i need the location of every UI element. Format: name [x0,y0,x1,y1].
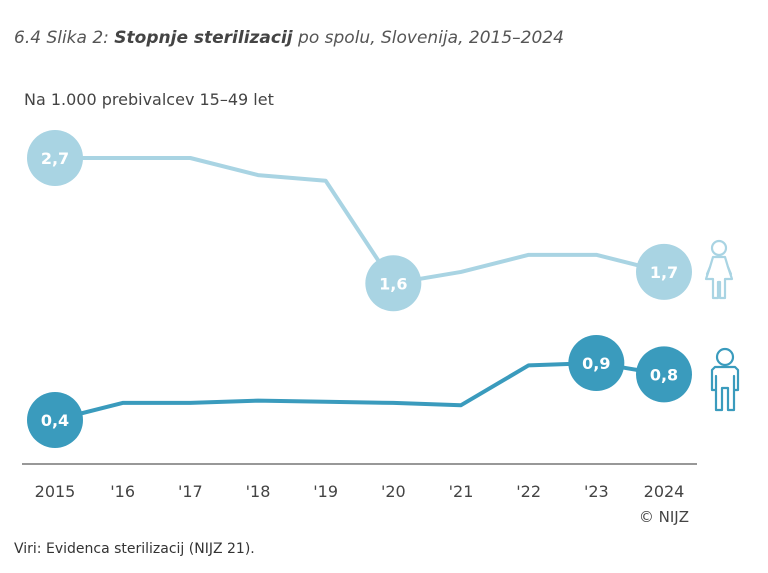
data-point-marker [365,255,422,312]
chart-title-rest: po spolu, Slovenija, 2015–2024 [297,28,564,48]
data-point-marker [27,130,83,186]
x-tick-label: '16 [110,482,135,501]
x-tick-label: 2015 [35,482,76,501]
chart-title: 6.4 Slika 2: Stopnje sterilizacij po spo… [14,28,564,48]
x-tick-label: '22 [516,482,541,501]
x-tick-label: 2024 [644,482,685,501]
data-point-marker [636,243,692,300]
female-icon [704,239,734,300]
male-icon [710,347,740,412]
x-tick-label: '18 [246,482,271,501]
data-point-marker [568,335,625,392]
x-tick-label: '21 [449,482,474,501]
chart-title-prefix: 6.4 Slika 2: [14,28,109,48]
data-label: 1,7 [650,263,678,282]
data-label: 0,8 [650,365,678,384]
data-label: 1,6 [379,274,407,293]
unit-label: Na 1.000 prebivalcev 15–49 let [24,90,274,109]
data-label: 0,4 [41,411,69,430]
data-label: 2,7 [41,149,69,168]
chart-title-bold: Stopnje sterilizacij [114,28,294,48]
plot-area: 2,7 1,6 1,7 0,4 0,9 0,8 [27,130,692,448]
copyright-credit: © NIJZ [639,508,689,526]
series-line-women [55,156,665,286]
data-point-marker [636,346,692,403]
x-tick-label: '23 [584,482,609,501]
data-label: 0,9 [582,354,610,373]
x-axis-ticks: 2015 '16 '17 '18 '19 '20 '21 '22 '23 2024 [35,482,685,501]
data-point-marker [27,392,83,448]
x-tick-label: '20 [381,482,406,501]
x-tick-label: '17 [178,482,203,501]
x-tick-label: '19 [313,482,338,501]
series-line-men [54,361,665,422]
source-note: Viri: Evidenca sterilizacij (NIJZ 21). [14,541,255,557]
